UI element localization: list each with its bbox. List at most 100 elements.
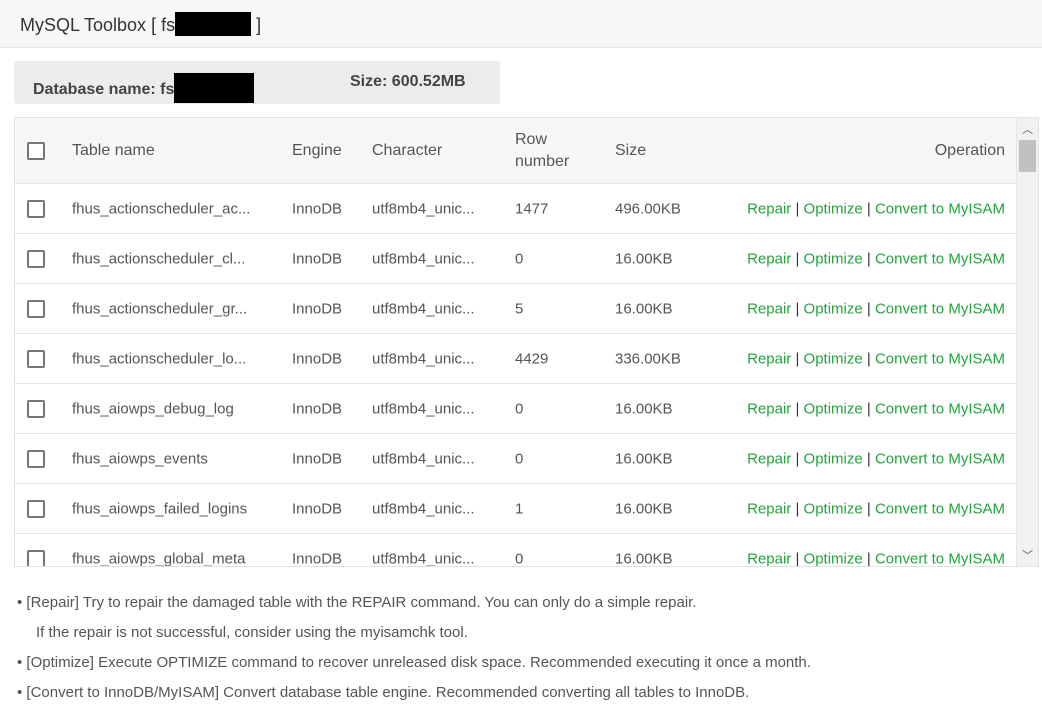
convert-link[interactable]: Convert to MyISAM <box>874 500 1005 517</box>
row-number: 1477 <box>515 200 549 217</box>
engine: InnoDB <box>292 250 343 267</box>
table-row: fhus_actionscheduler_gr... InnoDB utf8mb… <box>15 284 1017 334</box>
separator: | <box>791 300 804 317</box>
row-checkbox[interactable] <box>27 399 45 418</box>
convert-link[interactable]: Convert to MyISAM <box>874 550 1005 567</box>
character: utf8mb4_unic... <box>372 550 475 567</box>
size: 336.00KB <box>615 350 681 367</box>
table-row: fhus_aiowps_debug_log InnoDB utf8mb4_uni… <box>15 384 1017 434</box>
col-operation: Operation <box>934 141 1005 159</box>
redaction <box>174 73 255 103</box>
repair-link[interactable]: Repair <box>747 400 792 417</box>
character: utf8mb4_unic... <box>372 450 475 467</box>
operations: Repair | Optimize | Convert to MyISAM <box>747 400 1005 417</box>
convert-link[interactable]: Convert to MyISAM <box>874 250 1005 267</box>
optimize-link[interactable]: Optimize <box>803 450 863 467</box>
character: utf8mb4_unic... <box>372 250 475 267</box>
convert-link[interactable]: Convert to MyISAM <box>874 300 1005 317</box>
repair-link[interactable]: Repair <box>747 500 792 517</box>
table-row: fhus_aiowps_events InnoDB utf8mb4_unic..… <box>15 434 1017 484</box>
col-engine: Engine <box>292 141 342 159</box>
table-name: fhus_actionscheduler_cl... <box>72 250 246 267</box>
repair-link[interactable]: Repair <box>747 200 792 217</box>
engine: InnoDB <box>292 200 343 217</box>
convert-link[interactable]: Convert to MyISAM <box>874 350 1005 367</box>
size: 496.00KB <box>615 200 681 217</box>
separator: | <box>862 400 875 417</box>
separator: | <box>862 200 875 217</box>
row-checkbox[interactable] <box>27 349 45 368</box>
separator: | <box>791 450 804 467</box>
database-size: Size: 600.52MB <box>350 73 466 90</box>
repair-link[interactable]: Repair <box>747 300 792 317</box>
table-row: fhus_actionscheduler_cl... InnoDB utf8mb… <box>15 234 1017 284</box>
row-checkbox[interactable] <box>27 549 45 566</box>
table-name: fhus_actionscheduler_lo... <box>72 350 247 367</box>
table-name: fhus_actionscheduler_gr... <box>72 300 248 317</box>
db-label: Database name: fs <box>33 81 175 98</box>
separator: | <box>862 500 875 517</box>
size: 16.00KB <box>615 450 673 467</box>
optimize-link[interactable]: Optimize <box>803 350 863 367</box>
repair-link[interactable]: Repair <box>747 350 792 367</box>
operations: Repair | Optimize | Convert to MyISAM <box>747 500 1005 517</box>
row-checkbox[interactable] <box>27 449 45 468</box>
note-repair: • [Repair] Try to repair the damaged tab… <box>17 594 697 611</box>
separator: | <box>791 400 804 417</box>
table-row: fhus_actionscheduler_ac... InnoDB utf8mb… <box>15 184 1017 234</box>
operations: Repair | Optimize | Convert to MyISAM <box>747 450 1005 467</box>
operations: Repair | Optimize | Convert to MyISAM <box>747 300 1005 317</box>
note-convert: • [Convert to InnoDB/MyISAM] Convert dat… <box>17 684 750 701</box>
size: 16.00KB <box>615 500 673 517</box>
row-checkbox[interactable] <box>27 299 45 318</box>
character: utf8mb4_unic... <box>372 400 475 417</box>
row-checkbox[interactable] <box>27 499 45 518</box>
select-all-checkbox[interactable] <box>27 141 45 160</box>
engine: InnoDB <box>292 450 343 467</box>
title-text: MySQL Toolbox [ fs <box>20 15 176 35</box>
character: utf8mb4_unic... <box>372 300 475 317</box>
operations: Repair | Optimize | Convert to MyISAM <box>747 250 1005 267</box>
separator: | <box>791 500 804 517</box>
repair-link[interactable]: Repair <box>747 450 792 467</box>
separator: | <box>862 450 875 467</box>
operations: Repair | Optimize | Convert to MyISAM <box>747 550 1005 567</box>
table-row: fhus_aiowps_failed_logins InnoDB utf8mb4… <box>15 484 1017 534</box>
row-checkbox[interactable] <box>27 249 45 268</box>
separator: | <box>791 200 804 217</box>
table-header: Table name Engine Character Row number S… <box>15 118 1017 184</box>
repair-link[interactable]: Repair <box>747 550 792 567</box>
convert-link[interactable]: Convert to MyISAM <box>874 400 1005 417</box>
col-character: Character <box>372 141 443 159</box>
scrollbar-thumb[interactable] <box>1019 140 1036 172</box>
separator: | <box>791 250 804 267</box>
repair-link[interactable]: Repair <box>747 250 792 267</box>
database-info: Database name: fs Size: 600.52MB <box>14 61 500 104</box>
row-number: 5 <box>515 300 524 317</box>
row-number: 0 <box>515 400 524 417</box>
row-number: 0 <box>515 250 524 267</box>
scroll-down-icon[interactable]: ﹀ <box>1022 550 1033 562</box>
row-checkbox[interactable] <box>27 199 45 218</box>
table-name: fhus_actionscheduler_ac... <box>72 200 251 217</box>
separator: | <box>862 300 875 317</box>
optimize-link[interactable]: Optimize <box>803 400 863 417</box>
optimize-link[interactable]: Optimize <box>803 200 863 217</box>
size: 16.00KB <box>615 250 673 267</box>
engine: InnoDB <box>292 350 343 367</box>
row-number: 0 <box>515 450 524 467</box>
row-number: 4429 <box>515 350 549 367</box>
separator: | <box>862 350 875 367</box>
convert-link[interactable]: Convert to MyISAM <box>874 200 1005 217</box>
note-repair-detail: If the repair is not successful, conside… <box>36 624 468 641</box>
optimize-link[interactable]: Optimize <box>803 500 863 517</box>
optimize-link[interactable]: Optimize <box>803 300 863 317</box>
scrollbar[interactable]: ︿ ﹀ <box>1016 118 1038 566</box>
convert-link[interactable]: Convert to MyISAM <box>874 450 1005 467</box>
table-row: fhus_aiowps_global_meta InnoDB utf8mb4_u… <box>15 534 1017 567</box>
scroll-up-icon[interactable]: ︿ <box>1022 124 1033 136</box>
optimize-link[interactable]: Optimize <box>803 550 863 567</box>
table-name: fhus_aiowps_events <box>72 450 208 467</box>
optimize-link[interactable]: Optimize <box>803 250 863 267</box>
character: utf8mb4_unic... <box>372 500 475 517</box>
